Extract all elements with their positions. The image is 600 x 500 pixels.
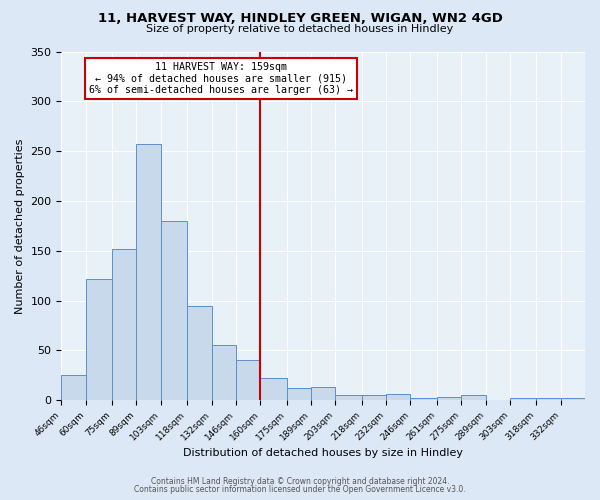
Bar [260, 378, 287, 400]
Bar [461, 395, 485, 400]
Text: Contains public sector information licensed under the Open Government Licence v3: Contains public sector information licen… [134, 485, 466, 494]
Text: 11 HARVEST WAY: 159sqm
← 94% of detached houses are smaller (915)
6% of semi-det: 11 HARVEST WAY: 159sqm ← 94% of detached… [89, 62, 353, 95]
Bar [386, 394, 410, 400]
Bar [61, 375, 86, 400]
Bar [161, 221, 187, 400]
X-axis label: Distribution of detached houses by size in Hindley: Distribution of detached houses by size … [183, 448, 463, 458]
Bar [187, 306, 212, 400]
Text: Contains HM Land Registry data © Crown copyright and database right 2024.: Contains HM Land Registry data © Crown c… [151, 477, 449, 486]
Bar [510, 398, 536, 400]
Bar [112, 248, 136, 400]
Text: 11, HARVEST WAY, HINDLEY GREEN, WIGAN, WN2 4GD: 11, HARVEST WAY, HINDLEY GREEN, WIGAN, W… [98, 12, 502, 26]
Y-axis label: Number of detached properties: Number of detached properties [15, 138, 25, 314]
Bar [136, 144, 161, 400]
Bar [236, 360, 260, 400]
Bar [437, 397, 461, 400]
Bar [335, 395, 362, 400]
Bar [362, 395, 386, 400]
Bar [560, 398, 585, 400]
Bar [86, 278, 112, 400]
Text: Size of property relative to detached houses in Hindley: Size of property relative to detached ho… [146, 24, 454, 34]
Bar [212, 346, 236, 400]
Bar [287, 388, 311, 400]
Bar [536, 398, 560, 400]
Bar [311, 387, 335, 400]
Bar [410, 398, 437, 400]
